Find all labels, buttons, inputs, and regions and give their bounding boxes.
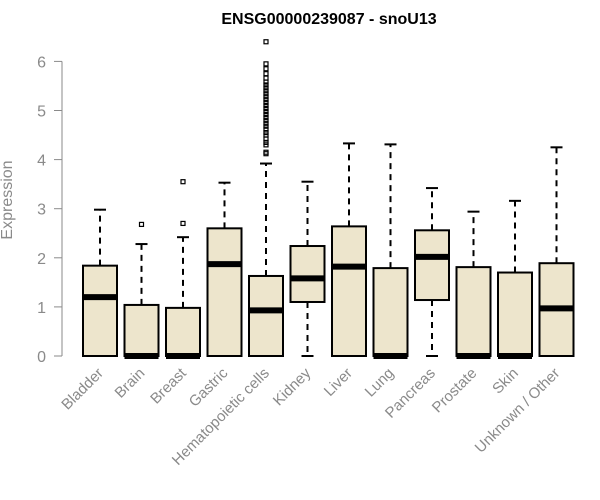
outlier-point bbox=[263, 91, 269, 97]
outlier-point bbox=[263, 108, 269, 115]
outlier-point bbox=[263, 66, 269, 72]
iqr-box bbox=[331, 225, 367, 357]
iqr-box bbox=[165, 306, 201, 357]
x-tick-label: Lung bbox=[362, 365, 398, 401]
y-tick-label: 3 bbox=[37, 202, 46, 219]
iqr-box bbox=[455, 266, 492, 357]
outlier-point bbox=[263, 100, 269, 106]
y-tick-label: 1 bbox=[37, 300, 46, 317]
outlier-point bbox=[263, 102, 269, 109]
box-kidney bbox=[289, 180, 326, 357]
iqr-box bbox=[248, 274, 284, 358]
outlier-point bbox=[263, 82, 269, 88]
outlier-point bbox=[263, 120, 269, 126]
iqr-box bbox=[497, 271, 533, 357]
outlier-point bbox=[263, 97, 269, 103]
y-tick-label: 0 bbox=[37, 349, 46, 366]
iqr-box bbox=[414, 229, 450, 302]
x-tick-label: Kidney bbox=[270, 364, 315, 409]
box-skin bbox=[497, 199, 533, 359]
y-axis-label: Expression bbox=[0, 160, 16, 239]
outlier-point bbox=[263, 149, 269, 155]
x-tick-label: Liver bbox=[321, 365, 356, 400]
y-tick-label: 5 bbox=[37, 104, 46, 121]
x-tick-label: Prostate bbox=[429, 365, 481, 417]
box-gastric bbox=[206, 181, 243, 357]
iqr-box bbox=[372, 267, 409, 357]
box-prostate bbox=[455, 210, 492, 359]
outlier-point bbox=[263, 71, 269, 77]
box-brain bbox=[123, 221, 160, 359]
outlier-point bbox=[263, 117, 269, 123]
iqr-box bbox=[289, 245, 326, 303]
iqr-box bbox=[206, 227, 243, 357]
outlier-point bbox=[180, 220, 186, 227]
box-breast bbox=[165, 179, 201, 359]
box-series bbox=[82, 39, 575, 359]
outlier-point bbox=[180, 179, 186, 185]
chart-title: ENSG00000239087 - snoU13 bbox=[221, 11, 436, 28]
outlier-point bbox=[138, 221, 145, 228]
outlier-point bbox=[263, 61, 269, 67]
x-tick-label: Bladder bbox=[58, 365, 107, 414]
iqr-box bbox=[123, 303, 160, 358]
iqr-box bbox=[82, 264, 118, 358]
box-unknown-other bbox=[538, 146, 575, 357]
outlier-point bbox=[263, 123, 269, 129]
box-liver bbox=[331, 142, 367, 357]
box-pancreas bbox=[414, 187, 450, 357]
outlier-point bbox=[263, 111, 269, 118]
outlier-point bbox=[263, 126, 269, 132]
x-tick-label: Brain bbox=[112, 365, 149, 402]
outlier-point bbox=[263, 75, 269, 81]
box-bladder bbox=[82, 208, 118, 358]
outlier-point bbox=[263, 105, 269, 112]
y-axis: 0 1 2 3 4 5 6 bbox=[37, 54, 63, 366]
outlier-point bbox=[263, 94, 269, 100]
outlier-point bbox=[263, 85, 269, 91]
y-tick-label: 4 bbox=[37, 153, 46, 170]
outlier-point bbox=[263, 114, 269, 120]
x-tick-label: Breast bbox=[147, 364, 190, 407]
x-tick-label: Skin bbox=[489, 365, 522, 398]
outlier-point bbox=[263, 39, 269, 45]
outlier-point bbox=[263, 88, 269, 94]
box-hematopoietic-cells bbox=[248, 39, 284, 358]
y-tick-label: 6 bbox=[37, 54, 46, 71]
y-tick-label: 2 bbox=[37, 251, 46, 268]
box-lung bbox=[372, 143, 409, 359]
